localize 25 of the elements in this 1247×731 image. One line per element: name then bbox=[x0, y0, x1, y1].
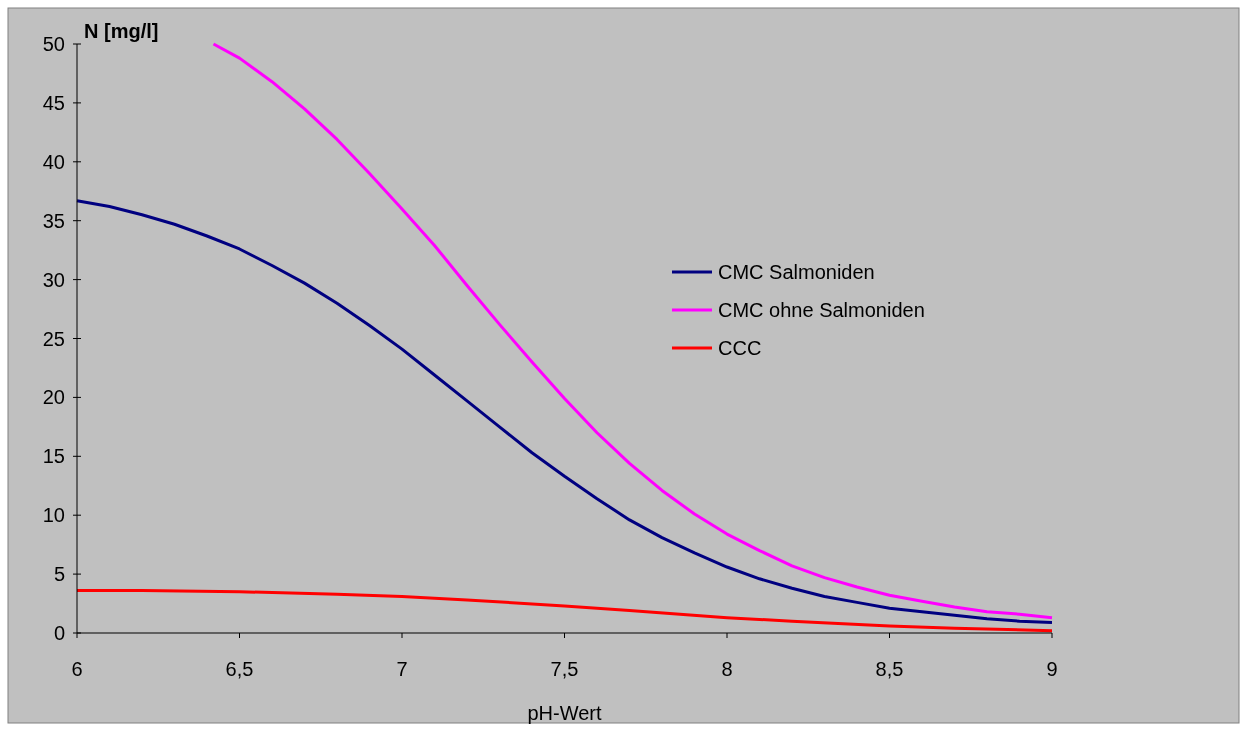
x-tick-label: 8 bbox=[721, 658, 733, 680]
line-series bbox=[75, 199, 1054, 624]
y-tick-label: 20 bbox=[42, 386, 65, 409]
y-tick-label: 50 bbox=[42, 33, 65, 55]
y-tick-label: 35 bbox=[42, 209, 65, 232]
x-tick-label: 6 bbox=[71, 658, 83, 680]
legend-label: CMC Salmoniden bbox=[718, 261, 875, 283]
x-tick-label: 8,5 bbox=[875, 658, 904, 680]
y-tick-label: 5 bbox=[53, 563, 65, 586]
y-axis-title: N [mg/l] bbox=[84, 20, 159, 42]
x-tick-label: 7 bbox=[396, 658, 408, 680]
x-tick-label: 6,5 bbox=[225, 658, 254, 680]
legend-label: CMC ohne Salmoniden bbox=[718, 299, 925, 321]
y-tick-label: 15 bbox=[42, 445, 65, 468]
legend-label: CCC bbox=[718, 337, 762, 359]
y-tick-label: 10 bbox=[42, 504, 65, 527]
line-series bbox=[212, 42, 1054, 620]
y-tick-label: 40 bbox=[42, 150, 65, 173]
x-tick-label: 9 bbox=[1046, 658, 1058, 680]
x-axis-title: pH-Wert bbox=[527, 702, 602, 724]
y-tick-label: 45 bbox=[42, 91, 65, 114]
y-tick-label: 30 bbox=[42, 268, 65, 291]
y-tick-label: 25 bbox=[42, 327, 65, 350]
x-tick-label: 7,5 bbox=[550, 658, 579, 680]
y-tick-label: 0 bbox=[53, 622, 65, 644]
